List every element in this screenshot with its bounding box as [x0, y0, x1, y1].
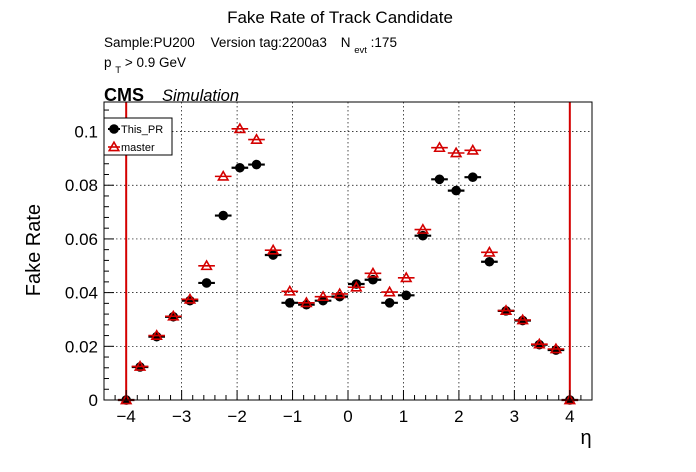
data-point — [433, 141, 446, 153]
data-point — [484, 256, 495, 267]
data-point — [120, 393, 133, 405]
legend-marker-this-pr — [108, 124, 120, 134]
data-point — [250, 133, 263, 144]
x-tick-label: 3 — [510, 407, 519, 426]
data-point — [466, 143, 479, 155]
y-tick-labels: 0 0.02 0.04 0.06 0.08 0.1 — [65, 123, 98, 410]
data-point — [150, 329, 163, 340]
y-tick-label: 0.04 — [65, 284, 98, 303]
pt-letter: p — [104, 55, 112, 70]
data-point — [401, 290, 412, 301]
sample-label: Sample:PU200 — [104, 35, 195, 50]
x-tick-label: −1 — [283, 407, 302, 426]
data-point — [233, 122, 247, 134]
data-point — [183, 292, 197, 304]
data-point — [449, 146, 463, 158]
legend: This_PR master — [103, 117, 173, 156]
data-series — [117, 122, 579, 405]
data-point — [483, 245, 496, 257]
pt-subscript: T — [115, 65, 121, 76]
nevt-letter: N — [341, 35, 351, 50]
nevt-subscript: evt — [354, 45, 367, 56]
y-tick-label: 0.08 — [65, 176, 98, 195]
legend-label-this-pr: This_PR — [121, 124, 163, 136]
y-tick-label: 0.06 — [65, 230, 98, 249]
data-point — [383, 285, 396, 297]
data-point — [350, 280, 363, 292]
data-point — [499, 304, 513, 316]
data-point — [563, 393, 576, 405]
y-tick-label: 0.1 — [74, 123, 98, 142]
info-line-sample: Sample:PU200 Version tag:2200a3 N evt :1… — [104, 35, 397, 56]
x-tick-label: 1 — [399, 407, 408, 426]
legend-point — [109, 124, 119, 134]
axis-ticks — [104, 109, 582, 401]
data-point — [400, 271, 413, 283]
pt-cut-value: > 0.9 GeV — [125, 55, 186, 70]
y-axis-label: Fake Rate — [23, 204, 45, 296]
data-point — [549, 342, 563, 354]
data-point — [533, 337, 546, 349]
data-point — [434, 174, 445, 185]
x-tick-label: −2 — [227, 407, 246, 426]
data-point — [451, 185, 461, 196]
series-master — [117, 122, 579, 405]
data-point — [333, 287, 346, 299]
legend-point — [107, 140, 121, 152]
x-tick-label: 2 — [454, 407, 463, 426]
grid-lines — [104, 102, 592, 401]
x-axis-label: η — [580, 427, 591, 449]
nevt-value: :175 — [371, 35, 397, 50]
info-line-pt-cut: p T > 0.9 GeV — [104, 55, 186, 76]
data-point — [217, 169, 230, 181]
data-point — [316, 290, 330, 302]
data-point — [266, 243, 280, 255]
legend-label-master: master — [121, 142, 155, 154]
data-point — [283, 284, 296, 296]
data-point — [284, 298, 295, 308]
x-tick-label: −4 — [116, 407, 135, 426]
data-point — [251, 159, 262, 170]
legend-marker-master — [107, 140, 121, 152]
y-tick-label: 0.02 — [65, 337, 98, 356]
x-tick-label: 4 — [565, 407, 574, 426]
data-point — [384, 298, 395, 308]
x-tick-labels: −4 −3 −2 −1 0 1 2 3 4 — [116, 407, 574, 426]
data-point — [416, 223, 430, 234]
data-point — [218, 210, 229, 221]
x-tick-label: −3 — [172, 407, 191, 426]
data-point — [235, 162, 245, 173]
data-point — [133, 360, 147, 371]
data-point — [366, 266, 380, 278]
data-point — [167, 309, 180, 321]
data-point — [300, 296, 313, 308]
cms-label: CMS — [104, 85, 144, 105]
y-tick-label: 0 — [89, 391, 98, 410]
version-tag-label: Version tag:2200a3 — [211, 35, 327, 50]
chart-title: Fake Rate of Track Candidate — [227, 8, 453, 27]
simulation-label: Simulation — [162, 87, 239, 105]
data-point — [201, 278, 212, 288]
legend-box — [103, 117, 173, 156]
data-point — [200, 259, 213, 271]
data-point — [467, 172, 478, 182]
x-tick-label: 0 — [343, 407, 352, 426]
data-point — [516, 313, 529, 325]
